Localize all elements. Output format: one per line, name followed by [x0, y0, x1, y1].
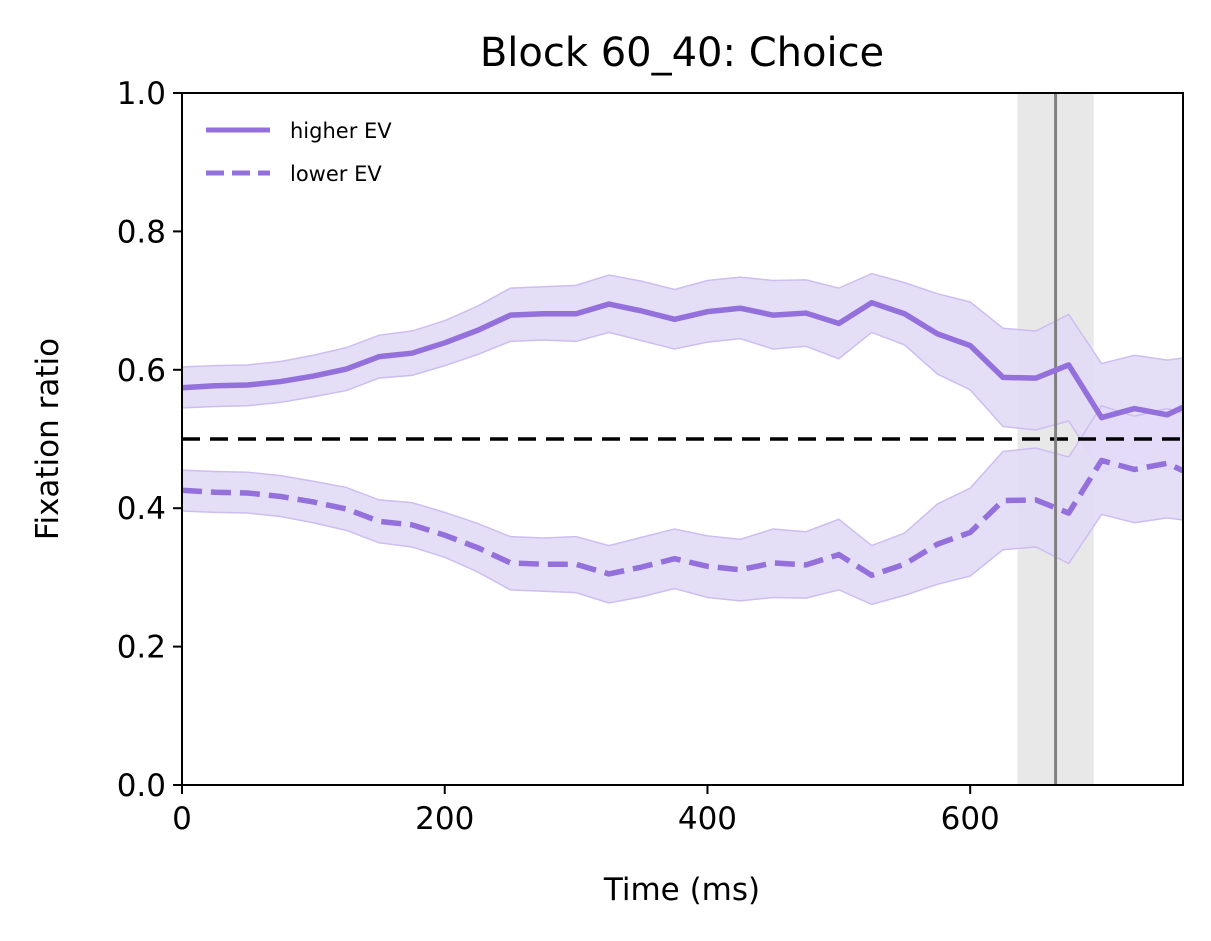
- legend-label-lower-ev: lower EV: [290, 162, 382, 186]
- x-tick-label: 400: [678, 801, 737, 837]
- x-axis: 0 200 400 600: [172, 785, 1000, 837]
- y-tick-label: 0.2: [117, 630, 166, 666]
- legend: higher EV lower EV: [206, 119, 392, 186]
- x-tick-label: 200: [415, 801, 474, 837]
- series-line-lower-ev: [182, 457, 1183, 579]
- legend-label-higher-ev: higher EV: [290, 119, 392, 143]
- series-line-higher-ev: [182, 299, 1183, 421]
- confidence-band-higher-ev: [182, 272, 1183, 474]
- x-axis-label: Time (ms): [603, 872, 760, 908]
- y-tick-label: 0.6: [117, 353, 166, 389]
- plot-area: [182, 93, 1183, 785]
- x-tick-label: 600: [941, 801, 1000, 837]
- y-tick-label: 0.8: [117, 214, 166, 250]
- y-tick-label: 0.4: [117, 491, 166, 527]
- confidence-band-lower-ev: [182, 404, 1183, 606]
- plot-background: [182, 93, 1183, 785]
- chart-title: Block 60_40: Choice: [480, 30, 884, 76]
- plot-frame: [181, 92, 1184, 786]
- x-tick-label: 0: [172, 801, 192, 837]
- y-axis-label: Fixation ratio: [30, 338, 66, 540]
- y-axis: 0.0 0.2 0.4 0.6 0.8 1.0: [117, 76, 182, 804]
- y-tick-label: 1.0: [117, 76, 166, 112]
- y-tick-label: 0.0: [117, 768, 166, 804]
